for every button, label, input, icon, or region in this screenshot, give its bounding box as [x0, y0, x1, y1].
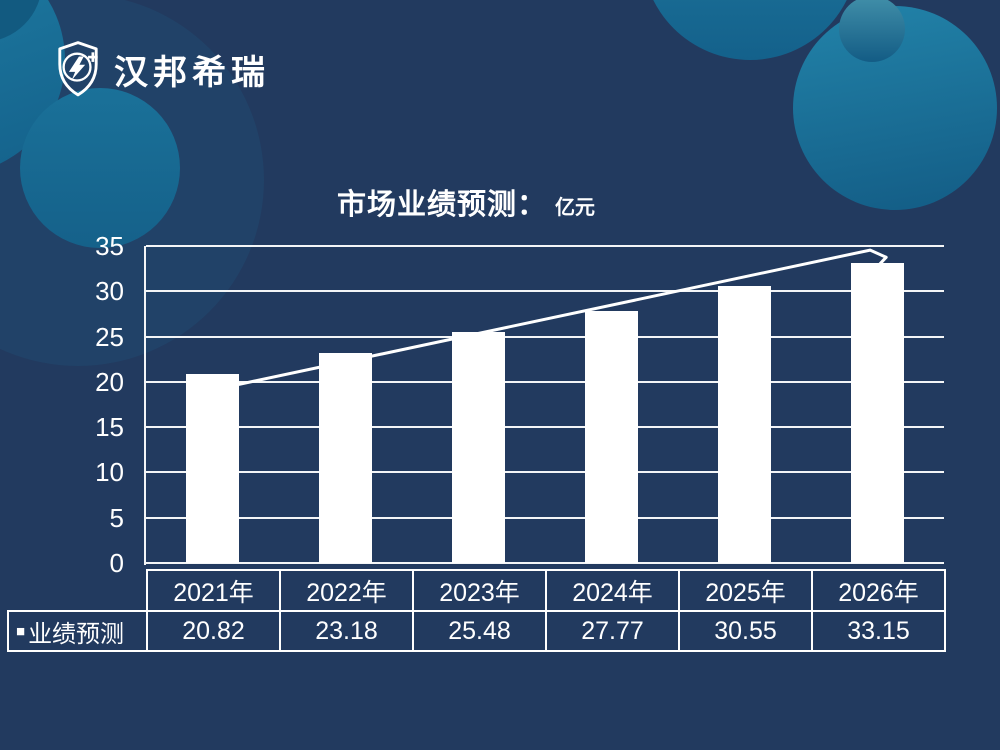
- trend-arrow-line: [211, 248, 888, 392]
- year-header-cell-2026年: 2026年: [811, 569, 946, 612]
- shield-bolt-plus-icon: [58, 41, 98, 97]
- logo-text: 汉邦希瑞: [114, 53, 270, 92]
- value-cell-2026年: 33.15: [811, 610, 946, 652]
- legend-marker-square: ■: [16, 622, 26, 640]
- value-cell-2021年: 20.82: [146, 610, 281, 652]
- gridline-0: [146, 562, 944, 564]
- gridline-30: [146, 290, 944, 293]
- y-axis-label-30: 30: [95, 276, 124, 307]
- chart-title: 市场业绩预测： 亿元: [337, 181, 595, 223]
- bar-2022年: [319, 353, 372, 563]
- y-axis-label-15: 15: [95, 412, 124, 443]
- year-header-cell-2023年: 2023年: [412, 569, 547, 612]
- y-axis-label-20: 20: [95, 366, 124, 397]
- legend-label: 业绩预测: [28, 620, 125, 648]
- y-axis-label-5: 5: [109, 502, 124, 533]
- value-cell-2025年: 30.55: [678, 610, 813, 652]
- chart-unit-label: 亿元: [555, 197, 596, 219]
- logo: 汉邦希瑞: [55, 40, 270, 98]
- bar-2024年: [585, 311, 638, 563]
- year-header-cell-2024年: 2024年: [545, 569, 680, 612]
- y-axis-line: [144, 246, 146, 565]
- bar-chart-plot-area: 0 5 10 15 20 25 30 35: [95, 231, 944, 578]
- bar-2021年: [186, 374, 239, 563]
- year-header-cell-2025年: 2025年: [678, 569, 813, 612]
- legend-cell: ■ 业绩预测: [7, 610, 148, 652]
- year-header-cell-2022年: 2022年: [279, 569, 414, 612]
- y-axis-label-25: 25: [95, 321, 124, 352]
- decorative-circle-small-right: [839, 0, 905, 62]
- value-cell-2023年: 25.48: [412, 610, 547, 652]
- trend-arrow: [211, 248, 888, 392]
- bar-2026年: [851, 262, 904, 563]
- gridline-25: [146, 335, 944, 338]
- y-axis-label-0: 0: [109, 548, 124, 578]
- gridline-5: [146, 516, 944, 519]
- value-cell-2024年: 27.77: [545, 610, 680, 652]
- value-cell-2022年: 23.18: [279, 610, 414, 652]
- table-value-row: ■ 业绩预测 20.82 23.18 25.48 27.77 30.55 33.15: [7, 610, 946, 652]
- gridline-10: [146, 471, 944, 474]
- bar-2025年: [718, 286, 771, 563]
- y-axis-label-10: 10: [95, 457, 124, 488]
- decorative-circle-mid-left: [20, 88, 180, 248]
- gridline-20: [146, 380, 944, 383]
- chart-title-text: 市场业绩预测：: [337, 189, 548, 221]
- gridline-35: [146, 245, 944, 247]
- table-header-row: 2021年 2022年 2023年 2024年 2025年 2026年: [146, 569, 946, 612]
- bar-2023年: [452, 332, 505, 563]
- year-header-cell-2021年: 2021年: [146, 569, 281, 612]
- gridline-15: [146, 426, 944, 429]
- y-axis-label-35: 35: [95, 231, 124, 261]
